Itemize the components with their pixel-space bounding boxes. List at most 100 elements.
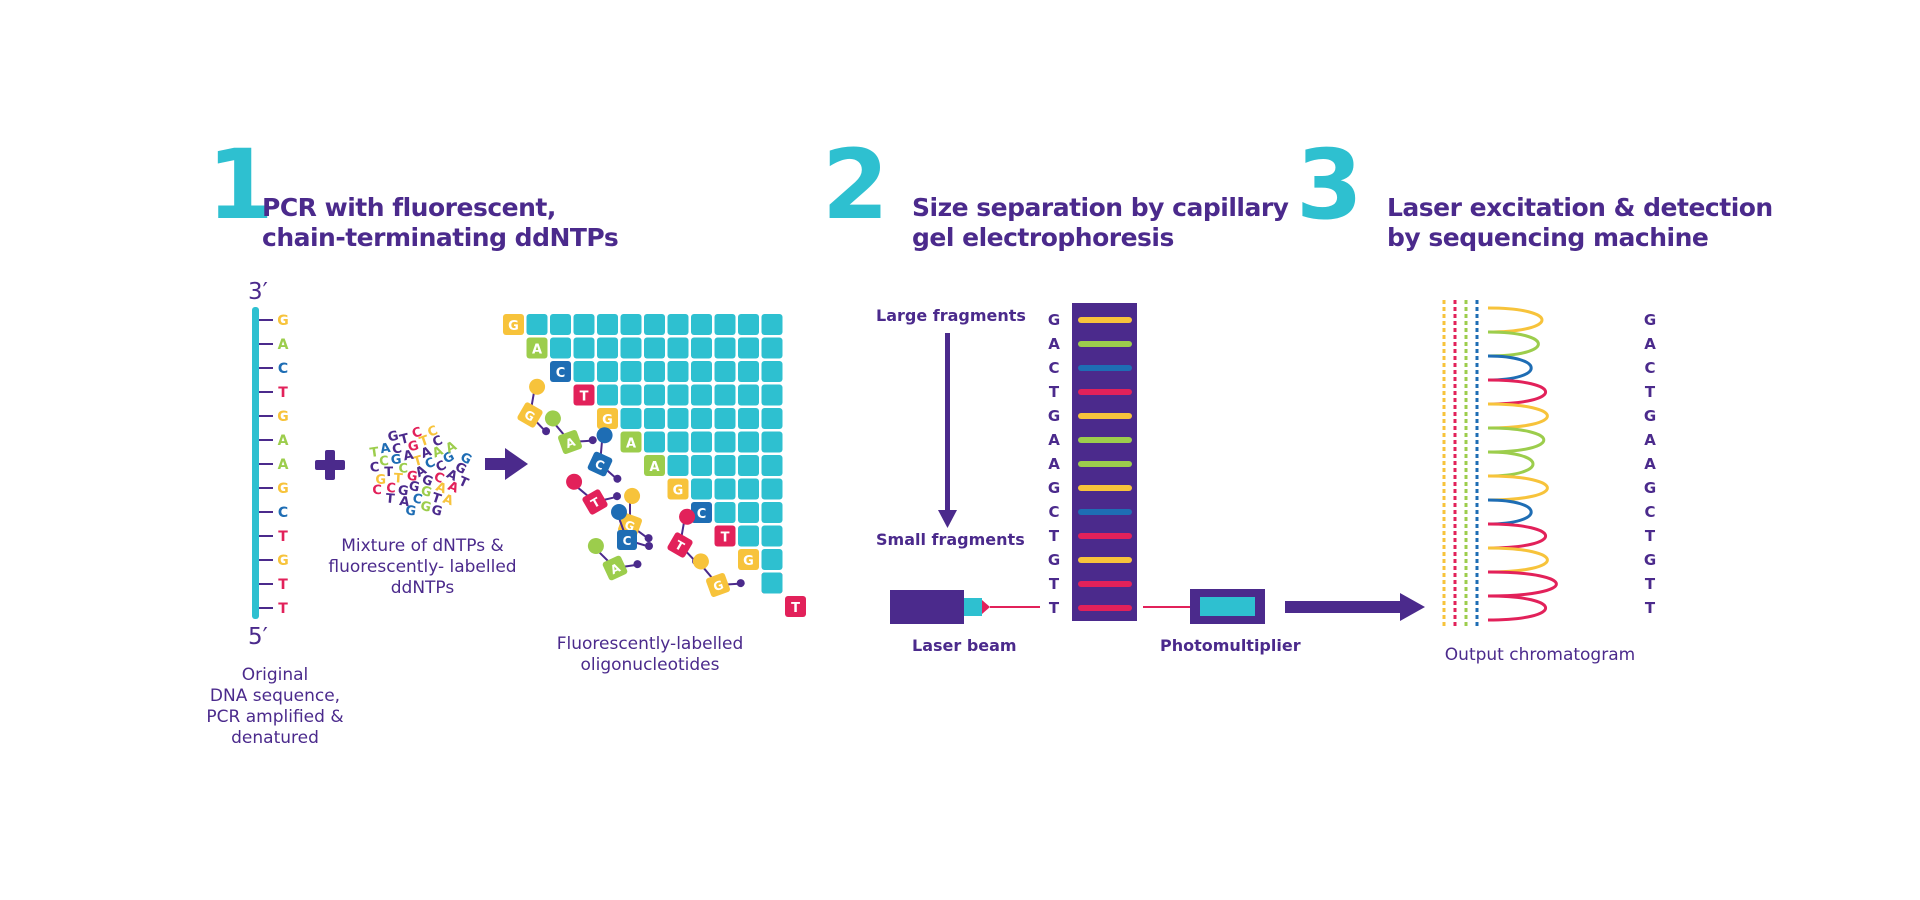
chromatogram-base-label: A [1644, 335, 1656, 353]
oligo-cell [761, 502, 783, 523]
strand-base-g: G [277, 409, 289, 425]
mixture-letter: C [391, 441, 403, 457]
oligo-cell [644, 384, 665, 406]
oligo-terminal-base [620, 431, 642, 453]
scattered-nucleotide: A [587, 538, 642, 581]
chromatogram-peak-a [1487, 426, 1546, 454]
molecule-node [613, 492, 622, 501]
strand-caption: Original DNA sequence, PCR amplified & d… [206, 665, 344, 748]
mixture-letter: G [419, 499, 433, 516]
gel-band-g [1078, 317, 1132, 323]
oligo-cell [667, 431, 689, 453]
oligo-cell [714, 478, 736, 500]
gel-base-label: A [1048, 335, 1060, 353]
oligo-cell [667, 337, 689, 359]
small-fragments-label: Small fragments [876, 530, 1025, 549]
mixture-letter: T [393, 471, 403, 486]
oligo-cell [738, 478, 759, 500]
chromatogram-base-label: A [1644, 431, 1656, 449]
oligo-terminal-base [667, 478, 689, 500]
chromatogram-base-label: T [1645, 599, 1656, 617]
mixture-letter: G [419, 483, 434, 500]
strand-base-a: A [278, 337, 289, 353]
strand-base-g: G [277, 553, 289, 569]
mixture-letter: A [379, 441, 391, 457]
oligo-cell [761, 525, 783, 547]
step-2-title: Size separation by capillary gel electro… [912, 193, 1289, 252]
oligo-cell [620, 408, 642, 429]
molecule-node [633, 560, 642, 569]
scattered-nucleotide: C [611, 504, 653, 550]
molecule-node [644, 534, 653, 543]
scattered-nucleotide: T [667, 508, 701, 566]
gel-band-a [1078, 341, 1132, 347]
chromatogram-base-label: T [1645, 527, 1656, 545]
oligo-cell [667, 408, 689, 429]
gel-base-label: G [1048, 311, 1060, 329]
mixture-letter: G [406, 469, 418, 485]
strand-base-g: G [277, 481, 289, 497]
scattered-nucleotide: A [544, 410, 597, 454]
molecule-tile [558, 430, 582, 454]
mixture-letter: A [441, 492, 455, 509]
chromatogram-base-label: T [1645, 383, 1656, 401]
gel-band-g [1078, 413, 1132, 419]
arrow-down-icon [938, 333, 957, 528]
oligo-cell [691, 384, 712, 406]
oligo-terminal-label: T [721, 531, 730, 546]
strand-base-a: A [278, 433, 289, 449]
molecule-tile [602, 555, 628, 581]
chromatogram-dotted-lines [1442, 300, 1479, 628]
mixture-letter: G [375, 473, 386, 488]
oligo-terminal-base [714, 525, 736, 547]
oligo-cell [761, 549, 783, 570]
oligo-cell [738, 337, 759, 359]
molecule-ball [596, 427, 613, 444]
oligo-cell [761, 408, 783, 429]
mixture-letter: T [456, 474, 470, 491]
oligonucleotides-caption: Fluorescently-labelled oligonucleotides [556, 634, 744, 675]
oligo-terminal-label: C [556, 366, 566, 381]
mixture-letter: C [410, 425, 424, 442]
gel-band-t [1078, 605, 1132, 611]
oligo-terminal-base [644, 455, 665, 476]
oligo-cell [550, 337, 571, 359]
mixture-letter: G [397, 483, 410, 499]
oligo-cell [667, 314, 689, 335]
gel-bands [1078, 317, 1132, 611]
mixture-letter: T [369, 445, 380, 461]
chromatogram-peak-t [1487, 522, 1548, 550]
oligo-terminal-label: A [626, 437, 636, 452]
molecule-ball [679, 508, 696, 525]
strand-base-a: A [278, 457, 289, 473]
chromatogram-peak-c [1487, 354, 1533, 382]
oligo-terminal-base [691, 502, 712, 523]
molecule-tile [667, 532, 693, 558]
mixture-letter: T [385, 491, 395, 507]
oligo-cell [550, 314, 571, 335]
molecule-tile [617, 530, 637, 550]
oligo-cell [644, 408, 665, 429]
chromatogram-peak-g [1487, 546, 1549, 574]
mixture-letter: C [411, 491, 424, 508]
oligo-cell [738, 384, 759, 406]
oligo-cell [667, 384, 689, 406]
chromatogram-peak-g [1487, 402, 1549, 430]
gel-base-label: T [1049, 527, 1060, 545]
photomultiplier-icon [1190, 589, 1265, 624]
strand-base-c: C [278, 505, 288, 521]
mixture-letter: G [390, 452, 402, 468]
mixture-letter: G [430, 503, 444, 520]
oligo-cell [597, 361, 618, 382]
arrow-right-icon [485, 448, 528, 480]
oligo-cell [714, 337, 736, 359]
oligo-terminal-label: A [649, 460, 659, 475]
mixture-letter: C [386, 481, 397, 497]
chromatogram-peak-a [1487, 450, 1535, 478]
molecule-node [645, 542, 653, 550]
step-3-title: Laser excitation & detection by sequenci… [1387, 193, 1773, 252]
molecule-tile [587, 451, 613, 477]
